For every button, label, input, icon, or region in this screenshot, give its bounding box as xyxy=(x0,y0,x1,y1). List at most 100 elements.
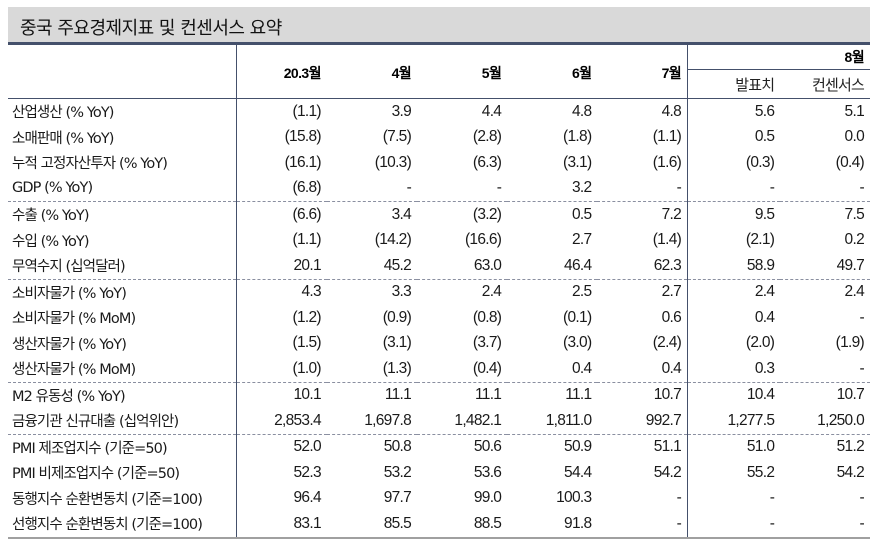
value-cell: (6.6) xyxy=(236,201,327,228)
value-cell: (0.3) xyxy=(687,150,781,176)
value-cell: 1,697.8 xyxy=(364,411,412,429)
table-row: PMI 제조업지수 (기준=50) 52.0 50.8 50.6 50.9 51.1 51.… xyxy=(8,433,870,460)
value-cell: (6.3) xyxy=(472,153,502,171)
value-cell: 4.8 xyxy=(661,102,682,120)
value-cell: 3.4 xyxy=(326,201,418,228)
value-cell: - xyxy=(676,179,682,197)
value-cell: 55.2 xyxy=(687,460,781,486)
value-cell: 10.7 xyxy=(780,381,870,408)
value-cell: (2.4) xyxy=(652,334,682,352)
header-actual: 발표치 xyxy=(687,69,781,99)
value-cell: 10.7 xyxy=(597,381,688,408)
row-label: 동행지수 순환변동치 (기준=100) xyxy=(12,491,203,508)
value-cell: (1.5) xyxy=(236,330,327,356)
value-cell: (2.0) xyxy=(687,330,781,356)
value-cell: 2.7 xyxy=(571,231,592,249)
row-label: GDP (% YoY) xyxy=(12,180,93,197)
value-cell: 50.8 xyxy=(326,433,418,460)
value-cell: 54.2 xyxy=(836,463,865,481)
value-cell: 11.1 xyxy=(417,381,508,408)
value-cell: - xyxy=(406,179,412,197)
row-label: 소매판매 (% YoY) xyxy=(12,130,114,147)
value-cell: 10.4 xyxy=(687,381,781,408)
value-cell: 2.5 xyxy=(507,278,598,305)
value-cell: (16.1) xyxy=(236,150,327,176)
value-cell: 0.6 xyxy=(661,308,682,326)
row-label: M2 유동성 (% YoY) xyxy=(8,381,237,408)
value-cell: 54.4 xyxy=(564,463,592,481)
value-cell: 2.7 xyxy=(597,278,688,305)
value-cell: - xyxy=(859,359,865,377)
value-cell: 52.0 xyxy=(236,433,327,460)
value-cell: 20.1 xyxy=(236,253,327,279)
value-cell: (3.1) xyxy=(382,334,412,352)
value-cell: 7.2 xyxy=(597,201,688,228)
value-cell: 9.5 xyxy=(687,201,781,228)
value-cell: 53.6 xyxy=(473,463,502,481)
value-cell: 4.8 xyxy=(571,102,592,120)
row-label: 소비자물가 (% MoM) xyxy=(12,311,136,328)
table-row: 선행지수 순환변동치 (기준=100) 83.1 85.5 88.5 91.8- - - xyxy=(8,511,870,539)
value-cell: - xyxy=(859,308,865,326)
table-row: GDP (% YoY) (6.8) - -3.2- - - xyxy=(8,175,870,202)
value-cell: 5.1 xyxy=(844,102,865,120)
value-cell: (1.4) xyxy=(652,231,682,249)
row-label: 누적 고정자산투자 (% YoY) xyxy=(12,156,168,173)
table-row: 소비자물가 (% MoM) (1.2) (0.9) (0.8) (0.1) 0.6 0.4 - xyxy=(8,305,870,331)
header-label-blank xyxy=(8,45,237,99)
value-cell: (1.6) xyxy=(652,153,682,171)
value-cell: (0.1) xyxy=(563,308,592,326)
row-label: 수출 (% YoY) xyxy=(8,201,237,228)
value-cell: (2.8) xyxy=(472,128,502,146)
header-month: 6월 xyxy=(507,45,598,99)
value-cell: 0.4 xyxy=(687,305,781,331)
value-cell: (0.9) xyxy=(382,308,412,326)
value-cell: 1,250.0 xyxy=(817,411,865,429)
value-cell: 3.3 xyxy=(326,278,418,305)
value-cell: 2.4 xyxy=(687,278,781,305)
value-cell: (1.1) xyxy=(236,227,327,253)
value-cell: 45.2 xyxy=(383,256,412,274)
value-cell: - xyxy=(780,511,870,539)
value-cell: 97.7 xyxy=(383,489,412,507)
value-cell: 11.1 xyxy=(507,381,598,408)
value-cell: 85.5 xyxy=(326,511,418,539)
table-row: PMI 비제조업지수 (기준=50) 52.3 53.2 53.6 54.4 54.2 55… xyxy=(8,460,870,486)
value-cell: 2.4 xyxy=(417,278,508,305)
value-cell: 62.3 xyxy=(653,256,682,274)
value-cell: 0.4 xyxy=(571,359,592,377)
value-cell: 1,811.0 xyxy=(545,411,592,429)
value-cell: 46.4 xyxy=(564,256,592,274)
table-row: 생산자물가 (% YoY) (1.5) (3.1) (3.7) (3.0) (2.4) (2… xyxy=(8,330,870,356)
value-cell: 4.3 xyxy=(236,278,327,305)
value-cell: - xyxy=(597,511,688,539)
header-consensus: 컨센서스 xyxy=(780,69,870,99)
row-label: 수입 (% YoY) xyxy=(12,233,90,250)
row-label: 금융기관 신규대출 (십억위안) xyxy=(12,414,179,431)
value-cell: 2.4 xyxy=(780,278,870,305)
value-cell: (2.1) xyxy=(687,227,781,253)
value-cell: 10.1 xyxy=(236,381,327,408)
value-cell: (16.6) xyxy=(464,231,502,249)
header-month: 5월 xyxy=(417,45,508,99)
header-group-aug: 8월 xyxy=(687,45,870,70)
value-cell: (1.1) xyxy=(652,128,682,146)
table-row: M2 유동성 (% YoY) 10.1 11.1 11.1 11.1 10.7 10.4 10… xyxy=(8,381,870,408)
value-cell: 0.5 xyxy=(687,124,781,150)
value-cell: 100.3 xyxy=(556,489,592,507)
row-label: 산업생산 (% YoY) xyxy=(12,105,114,122)
row-label: 생산자물가 (% YoY) xyxy=(12,336,127,353)
row-label: 무역수지 (십억달러) xyxy=(12,259,126,276)
value-cell: (1.2) xyxy=(236,305,327,331)
row-label: PMI 비제조업지수 (기준=50) xyxy=(12,466,180,483)
table-row: 금융기관 신규대출 (십억위안) 2,853.4 1,697.8 1,482.1 1,8… xyxy=(8,408,870,434)
row-label: 선행지수 순환변동치 (기준=100) xyxy=(8,511,237,539)
value-cell: 88.5 xyxy=(417,511,508,539)
table-row: 무역수지 (십억달러) 20.1 45.2 63.0 46.4 62.3 58.9 49.7 xyxy=(8,253,870,279)
value-cell: 54.2 xyxy=(653,463,682,481)
value-cell: 83.1 xyxy=(236,511,327,539)
value-cell: - xyxy=(859,489,865,507)
value-cell: 4.4 xyxy=(481,102,502,120)
value-cell: 0.5 xyxy=(507,201,598,228)
value-cell: (3.0) xyxy=(563,334,592,352)
